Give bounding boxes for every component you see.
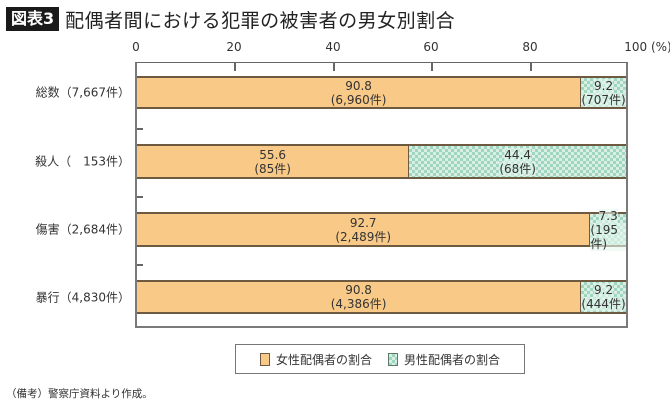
category-label-murder: 殺人（ 153件） [35, 154, 130, 169]
female-pct: 55.6 [259, 147, 287, 162]
bar-total: 90.8 (6,960件) 9.2 (707件) [137, 76, 626, 109]
x-tick [234, 63, 236, 71]
category-tick [137, 264, 143, 266]
female-swatch-icon [259, 352, 270, 366]
legend: 女性配偶者の割合 男性配偶者の割合 [235, 344, 525, 374]
male-pct: 7.3 [598, 208, 618, 223]
female-pct: 92.7 [349, 215, 377, 230]
plot-area: 90.8 (6,960件) 9.2 (707件) 55.6 (85件) 44.4… [135, 62, 628, 328]
female-count: (85件) [254, 161, 291, 176]
female-segment: 90.8 (6,960件) [137, 78, 582, 107]
male-count: (444件) [581, 297, 626, 311]
chart-header: 図表3 配偶者間における犯罪の被害者の男女別割合 [6, 6, 455, 32]
male-pct: 9.2 [594, 78, 614, 93]
male-count: (707件) [581, 92, 626, 107]
x-tick [333, 63, 335, 71]
x-tick [530, 63, 532, 71]
male-segment: 9.2 (444件) [581, 282, 626, 312]
male-count: (195件) [590, 222, 626, 251]
male-segment: 44.4 (68件) [409, 146, 626, 177]
legend-item-female: 女性配偶者の割合 [259, 351, 372, 368]
female-count: (4,386件) [330, 297, 387, 311]
female-count: (2,489件) [335, 229, 392, 244]
female-segment: 90.8 (4,386件) [137, 282, 582, 312]
female-count: (6,960件) [330, 92, 387, 107]
x-tick-label: 60 [423, 40, 439, 54]
category-label-assault: 暴行（4,830件） [35, 290, 130, 305]
female-segment: 92.7 (2,489件) [137, 214, 591, 245]
male-swatch-icon [388, 352, 398, 366]
category-tick [137, 196, 143, 198]
legend-item-male: 男性配偶者の割合 [388, 351, 500, 368]
male-pct: 9.2 [594, 283, 614, 297]
x-tick-label: 100 (%) [624, 40, 670, 54]
legend-female-label: 女性配偶者の割合 [275, 352, 372, 367]
x-tick-label: 40 [325, 40, 341, 54]
category-label-total: 総数（7,667件） [35, 85, 130, 100]
source-note: （備考）警察庁資料より作成。 [6, 388, 153, 400]
category-label-injury: 傷害（2,684件） [35, 222, 130, 237]
male-count: (68件) [499, 161, 536, 176]
bar-injury: 92.7 (2,489件) 7.3 (195件) [137, 208, 626, 251]
male-pct: 44.4 [504, 147, 532, 162]
legend-male-label: 男性配偶者の割合 [404, 352, 501, 367]
category-tick [137, 128, 143, 130]
x-tick-label: 0 [132, 40, 140, 54]
x-tick-label: 20 [226, 40, 242, 54]
chart-title: 配偶者間における犯罪の被害者の男女別割合 [65, 9, 456, 32]
female-pct: 90.8 [345, 78, 372, 93]
male-segment: 9.2 (707件) [581, 78, 626, 107]
figure-badge: 図表3 [6, 7, 60, 31]
x-tick [431, 63, 433, 71]
bar-murder: 55.6 (85件) 44.4 (68件) [137, 144, 626, 179]
female-pct: 90.8 [345, 283, 372, 297]
bar-assault: 90.8 (4,386件) 9.2 (444件) [137, 280, 626, 314]
male-segment: 7.3 (195件) [590, 208, 626, 251]
female-segment: 55.6 (85件) [137, 146, 410, 177]
x-tick-label: 80 [522, 40, 538, 54]
